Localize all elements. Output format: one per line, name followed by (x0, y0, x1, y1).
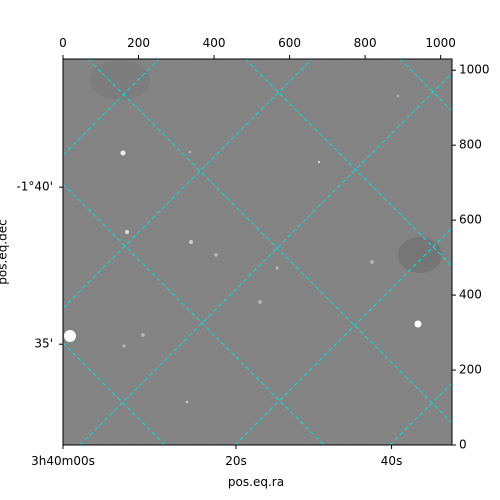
top-tick-label: 600 (278, 36, 301, 50)
right-tick-label: 800 (459, 138, 482, 152)
y-tick-label: 35' (34, 337, 53, 351)
frame (62, 58, 453, 446)
top-tick-label: 200 (127, 36, 150, 50)
x-tick-label: 20s (225, 454, 247, 468)
top-tick-label: 1000 (425, 36, 456, 50)
top-tick-label: 0 (59, 36, 67, 50)
top-tick-label: 400 (203, 36, 226, 50)
right-tick-label: 400 (459, 288, 482, 302)
y-tick-label: -1°40' (16, 180, 53, 194)
right-tick-label: 0 (459, 438, 467, 452)
coordinate-grid (63, 59, 452, 445)
image (63, 59, 452, 445)
right-tick-label: 1000 (459, 63, 490, 77)
y-axis-label: pos.eq.dec (0, 219, 10, 284)
right-tick-label: 200 (459, 363, 482, 377)
right-tick-label: 600 (459, 213, 482, 227)
x-axis-label: pos.eq.ra (228, 475, 284, 489)
x-tick-label: 40s (381, 454, 403, 468)
top-tick-label: 800 (354, 36, 377, 50)
x-tick-label: 3h40m00s (31, 454, 95, 468)
